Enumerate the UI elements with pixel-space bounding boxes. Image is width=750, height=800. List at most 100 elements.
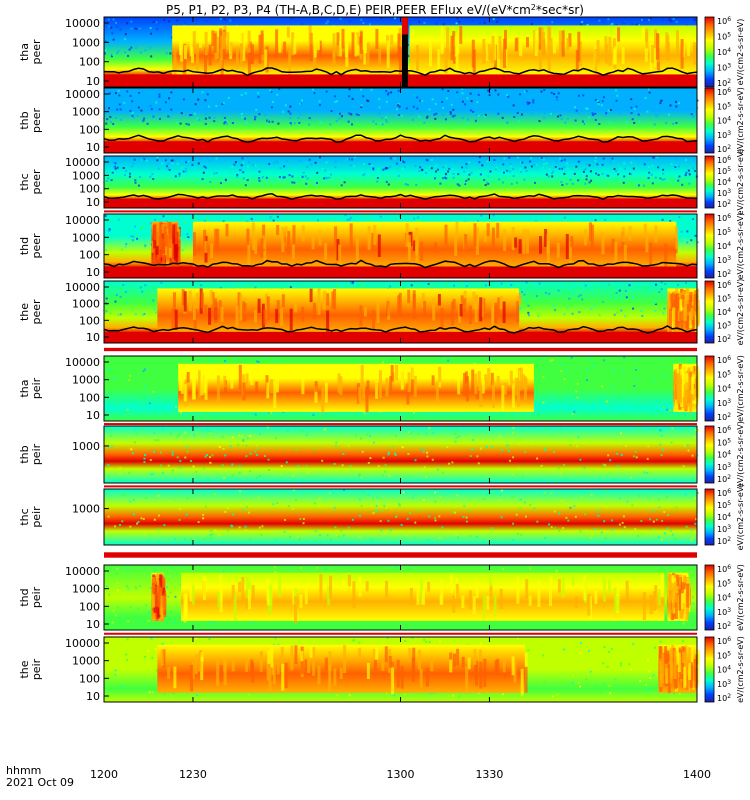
spectrogram-pixel: [130, 165, 133, 168]
flux-column: [154, 585, 158, 596]
spectrogram-pixel: [167, 115, 170, 118]
spectrogram-pixel: [240, 434, 243, 437]
spectrogram-pixel: [272, 100, 274, 103]
flux-column: [568, 241, 572, 266]
flux-column: [294, 301, 298, 313]
flux-column: [160, 649, 164, 666]
x-axis-label: hhmm: [6, 764, 41, 777]
spectrogram-pixel: [620, 294, 623, 297]
flux-column: [268, 667, 272, 694]
spectrogram-pixel: [334, 100, 337, 103]
spectrogram-pixel: [151, 656, 154, 659]
spectrogram-pixel: [370, 88, 373, 91]
spectrogram-pixel: [586, 663, 589, 666]
flux-column: [661, 653, 665, 676]
spectrogram-pixel: [152, 473, 155, 476]
spectrogram-pixel: [530, 23, 533, 25]
spectrogram-pixel: [197, 521, 200, 524]
spectrogram-pixel: [662, 168, 665, 171]
flux-column: [245, 590, 249, 609]
spectrogram-pixel: [551, 297, 553, 300]
spectrogram-pixel: [389, 529, 392, 532]
potential-line: [103, 325, 698, 334]
spectrogram-pixel: [585, 163, 588, 165]
spectrogram-pixel: [308, 158, 311, 161]
spectrogram-pixel: [576, 382, 579, 385]
spectrogram-pixel: [584, 182, 587, 185]
spectrogram-pixel: [152, 294, 154, 296]
flux-column: [300, 651, 304, 662]
spectrogram-pixel: [221, 103, 224, 105]
spectrogram-pixel: [578, 171, 581, 174]
flux-column: [645, 232, 649, 253]
panel-probe-label: thb: [18, 445, 31, 463]
spectrogram-pixel: [186, 497, 189, 500]
flux-column: [587, 594, 591, 616]
flux-column: [237, 292, 241, 310]
spectrogram-pixel: [129, 94, 132, 97]
spectrogram-pixel: [689, 180, 692, 183]
spectrogram-pixel: [670, 163, 673, 166]
spectrogram-pixel: [112, 90, 115, 93]
spectrogram-pixel: [676, 621, 679, 624]
flux-column: [491, 227, 495, 248]
flux-column: [372, 649, 376, 662]
spectrogram-pixel: [187, 236, 190, 239]
spectrogram-pixel: [443, 411, 446, 413]
spectrogram-pixel: [258, 170, 261, 173]
spectrogram-pixel: [229, 445, 232, 448]
spectrogram-pixel: [519, 307, 522, 310]
spectrogram-pixel: [693, 19, 696, 22]
spectrogram-pixel: [387, 104, 390, 107]
flux-column: [674, 581, 678, 603]
spectrogram-pixel: [145, 604, 148, 607]
flux-column: [413, 240, 417, 252]
spectrogram-pixel: [433, 113, 436, 116]
spectrogram-pixel: [657, 536, 660, 539]
spectrogram-pixel: [119, 524, 121, 526]
spectrogram-pixel: [572, 675, 574, 678]
spectrogram-pixel: [134, 585, 137, 588]
flux-column: [659, 661, 663, 687]
spectrogram-pixel: [643, 163, 646, 166]
spectrogram-pixel: [189, 538, 192, 541]
spectrogram-pixel: [620, 309, 623, 312]
flux-column: [463, 372, 467, 397]
flux-column: [685, 382, 689, 398]
spectrogram-pixel: [426, 565, 429, 567]
flux-column: [230, 369, 234, 389]
flux-column: [405, 223, 409, 247]
flux-column: [235, 305, 239, 327]
spectrogram-pixel: [630, 476, 633, 479]
flux-column: [220, 35, 224, 60]
flux-column: [486, 45, 490, 61]
spectrogram-pixel: [108, 92, 111, 95]
flux-column: [479, 661, 483, 689]
spectrogram-pixel: [178, 172, 181, 175]
spectrogram-pixel: [674, 538, 677, 540]
flux-column: [457, 374, 461, 395]
spectrogram-pixel: [149, 27, 152, 30]
spectrogram-pixel: [327, 170, 330, 173]
spectrogram-pixel: [332, 112, 335, 115]
spectrogram-pixel: [582, 170, 585, 173]
spectrogram-pixel: [168, 499, 171, 502]
spectrogram-pixel: [382, 168, 385, 171]
y-tick-label: 10: [86, 690, 100, 703]
flux-column: [416, 45, 419, 71]
spectrogram-pixel: [224, 361, 227, 364]
spectrogram-pixel: [485, 446, 488, 448]
spectrogram-pixel: [611, 22, 614, 25]
flux-column: [514, 38, 518, 52]
spectrogram-pixel: [379, 520, 382, 523]
spectrogram-pixel: [256, 360, 259, 363]
spectrogram-pixel: [351, 158, 354, 161]
flux-column: [152, 236, 156, 263]
spectrogram-pixel: [114, 614, 117, 617]
flux-column: [328, 651, 332, 671]
flux-column: [565, 233, 569, 260]
spectrogram-pixel: [662, 172, 665, 175]
spectrogram-pixel: [508, 170, 511, 173]
flux-column: [675, 644, 679, 665]
